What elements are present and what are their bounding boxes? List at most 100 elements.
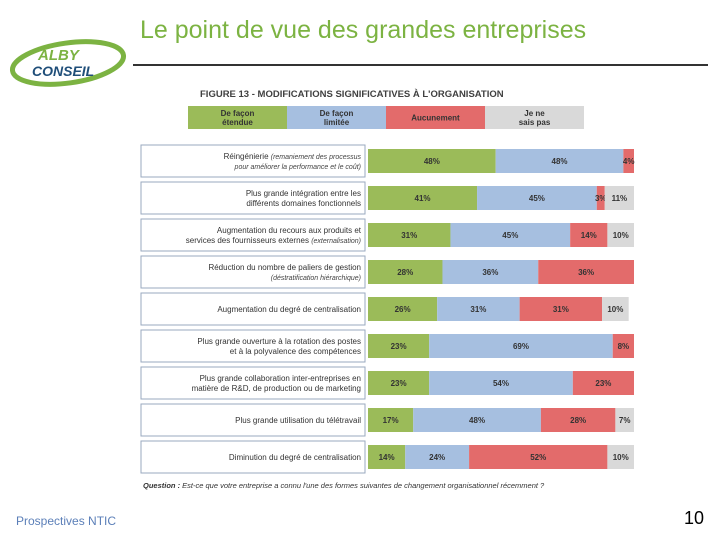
category-label: Réduction du nombre de paliers de gestio… [208,263,361,272]
bar-segment [368,149,496,173]
bar-value-label: 14% [379,453,395,462]
bar-segment [623,149,634,173]
bar-segment [612,334,634,358]
bar-value-label: 48% [552,157,568,166]
bar-segment [477,186,597,210]
bar-value-label: 36% [482,268,498,277]
bar-segment [540,408,616,432]
bar-segment [429,371,573,395]
bar-segment [615,408,634,432]
bar-value-label: 10% [613,231,629,240]
category-label-box [140,144,366,178]
title-divider [133,64,708,66]
bar-segment [368,297,438,321]
category-label: Plus grande utilisation du télétravail [235,416,361,425]
legend-label: Aucunement [411,114,460,123]
legend-label: De façon limitée [320,109,354,127]
category-label: pour améliorer la performance et le coût… [234,164,361,171]
bar-segment [368,408,414,432]
survey-question: Question : Est-ce que votre entreprise a… [143,481,545,490]
logo-text-line2: CONSEIL [32,63,94,79]
bar-segment [602,297,629,321]
bar-value-label: 45% [502,231,518,240]
bar-segment [570,223,608,247]
bar-value-label: 54% [493,379,509,388]
bar-value-label: 17% [383,416,399,425]
category-label: Plus grande collaboration inter-entrepri… [200,374,361,383]
bar-value-label: 41% [415,194,431,203]
bar-segment [368,334,430,358]
bar-value-label: 10% [613,453,629,462]
chart-title: FIGURE 13 - MODIFICATIONS SIGNIFICATIVES… [200,89,504,100]
bar-segment [429,334,613,358]
bar-value-label: 28% [570,416,586,425]
legend-swatch [485,106,584,129]
legend-label: Je ne sais pas [519,109,551,127]
bar-value-label: 23% [391,342,407,351]
page-number: 10 [684,508,705,528]
category-label-box [140,329,366,363]
legend-label: De façon étendue [221,109,255,127]
category-label-box [140,255,366,289]
category-label-box [140,403,366,437]
bar-value-label: 48% [469,416,485,425]
bar-value-label: 14% [581,231,597,240]
bar-value-label: 69% [513,342,529,351]
category-label-box [140,181,366,215]
bar-value-label: 31% [470,305,486,314]
bar-segment [413,408,541,432]
bar-segment [442,260,539,284]
bar-value-label: 7% [619,416,631,425]
bar-segment [450,223,571,247]
bar-segment [607,223,634,247]
bar-segment [469,445,608,469]
category-label: différents domaines fonctionnels [246,199,361,208]
bar-segment [538,260,634,284]
category-label: services des fournisseurs externes (exte… [186,236,361,245]
category-label-box [140,218,366,252]
footer-label: Prospectives NTIC [16,514,117,528]
category-label: Plus grande intégration entre les [246,189,361,198]
bar-value-label: 4% [623,157,635,166]
bar-value-label: 26% [395,305,411,314]
bar-segment [495,149,624,173]
category-label: (déstratification hiérarchique) [271,275,361,282]
bar-value-label: 52% [530,453,546,462]
legend-swatch [386,106,485,129]
bar-segment [368,186,478,210]
bar-segment [368,371,430,395]
bar-segment [519,297,603,321]
bar-segment [572,371,634,395]
logo-text-line1: ALBY [37,47,81,64]
category-label: Augmentation du degré de centralisation [217,305,361,314]
category-label: matière de R&D, de production ou de mark… [192,384,361,393]
legend-swatch [287,106,386,129]
category-label-box [140,366,366,400]
bar-segment [604,186,634,210]
bar-value-label: 45% [529,194,545,203]
bar-value-label: 3% [595,194,607,203]
bar-value-label: 36% [578,268,594,277]
bar-value-label: 24% [429,453,445,462]
bar-value-label: 10% [607,305,623,314]
bar-value-label: 28% [397,268,413,277]
bar-value-label: 11% [612,194,628,203]
legend-swatch [188,106,287,129]
bar-segment [368,445,406,469]
category-label: Augmentation du recours aux produits et [217,226,362,235]
bar-value-label: 23% [595,379,611,388]
bar-segment [368,260,443,284]
category-label: Plus grande ouverture à la rotation des … [197,337,361,346]
bar-value-label: 23% [391,379,407,388]
stacked-bar-chart: FIGURE 13 - MODIFICATIONS SIGNIFICATIVES… [140,89,635,490]
category-label: et à la polyvalence des compétences [230,347,361,356]
bar-value-label: 8% [618,342,630,351]
bar-value-label: 31% [401,231,417,240]
slide-title: Le point de vue des grandes entreprises [140,16,587,44]
bar-segment [368,223,451,247]
bar-value-label: 31% [553,305,569,314]
category-label: Diminution du degré de centralisation [229,453,361,462]
bar-segment [607,445,634,469]
bar-segment [596,186,605,210]
category-label: Réingénierie (remaniement des processus [224,152,362,161]
